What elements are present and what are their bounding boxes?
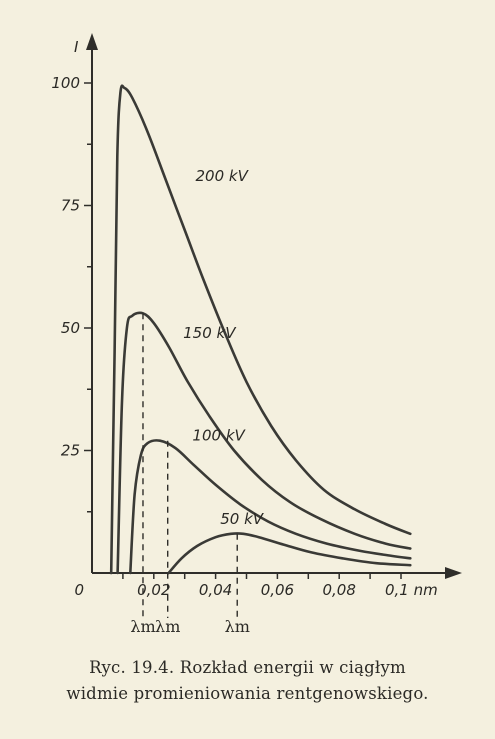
chart-labels: I 25 50 75 100 0 0,02 0,04 0,06 0,08 0,1 nm 200 kV 1… — [51, 38, 437, 636]
figure-caption-line-1: Ryc. 19.4. Rozkład energii w ciągłym — [89, 658, 406, 677]
x-tick-label: 0,02 — [137, 581, 170, 599]
x-tick-label: 0 — [74, 581, 84, 599]
lambda-m-label: λm — [130, 617, 155, 636]
y-tick-label: 100 — [51, 74, 80, 92]
curves — [109, 84, 412, 618]
series-label-50kv: 50 kV — [220, 510, 265, 528]
x-tick-label: 0,04 — [199, 581, 232, 599]
curve-100kv — [129, 439, 412, 575]
series-label-200kv: 200 kV — [196, 167, 250, 185]
y-axis-arrow — [86, 33, 98, 50]
curve-150kv — [116, 311, 412, 575]
series-label-150kv: 150 kV — [183, 324, 237, 342]
lambda-m-label: λm — [155, 617, 180, 636]
figure-caption-line-2: widmie promieniowania rentgenowskiego. — [66, 684, 429, 703]
x-tick-label: 0,08 — [322, 581, 355, 599]
x-axis-arrow — [445, 567, 462, 579]
y-tick-label: 75 — [61, 197, 80, 215]
lambda-m-label: λm — [225, 617, 250, 636]
y-tick-label: 50 — [61, 319, 80, 337]
curve-200kv — [109, 84, 412, 575]
series-label-100kv: 100 kV — [192, 427, 246, 445]
energy-distribution-chart: I 25 50 75 100 0 0,02 0,04 0,06 0,08 0,1 nm 200 kV 1… — [51, 33, 462, 636]
x-tick-label: 0,06 — [261, 581, 294, 599]
y-tick-label: 25 — [61, 442, 80, 460]
y-axis-label: I — [74, 38, 79, 56]
x-tick-label: 0,1 nm — [385, 581, 438, 599]
curve-50kv — [167, 532, 412, 575]
axes — [84, 33, 462, 579]
